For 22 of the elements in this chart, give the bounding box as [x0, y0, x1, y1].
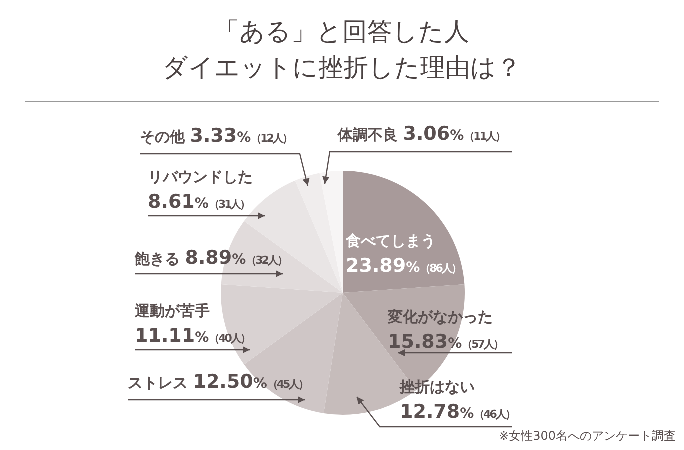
- chart-subtitle: ダイエットに挫折した理由は？: [162, 53, 522, 82]
- data-label: 12.50%（45人）: [193, 371, 308, 393]
- slice-label: 食べてしまう: [345, 232, 436, 250]
- data-label: 8.61%（31人）: [148, 191, 250, 213]
- data-label: 15.83%（57人）: [388, 331, 503, 353]
- slice-label: 運動が苦手: [134, 302, 210, 320]
- data-label: 23.89%（86人）: [346, 255, 461, 277]
- data-label: 3.33%（12人）: [190, 125, 292, 147]
- data-label: 11.11%（40人）: [135, 325, 250, 347]
- slice-label: ストレス: [128, 374, 194, 392]
- data-label: 3.06%（11人）: [403, 123, 505, 145]
- slice-label: 飽きる: [134, 250, 186, 268]
- slice-label: 変化がなかった: [387, 308, 493, 326]
- slice-label: リバウンドした: [148, 168, 253, 186]
- slice-label: 挫折はない: [399, 378, 475, 396]
- slice-label: 体調不良: [337, 126, 404, 144]
- text: ※女性300名へのアンケート調査: [499, 429, 676, 443]
- data-label: 8.89%（32人）: [185, 247, 287, 269]
- slice-label: その他: [140, 128, 190, 146]
- data-label: 12.78%（46人）: [400, 401, 515, 423]
- pie-slice: [343, 171, 465, 293]
- chart-title: 「ある」と回答した人: [214, 17, 470, 46]
